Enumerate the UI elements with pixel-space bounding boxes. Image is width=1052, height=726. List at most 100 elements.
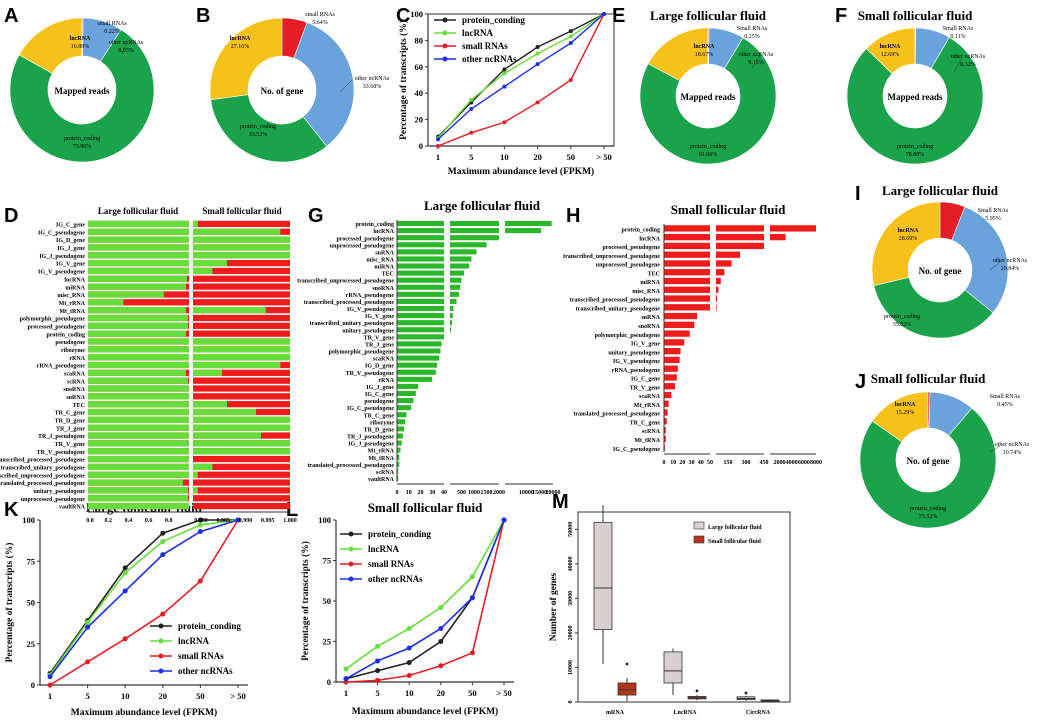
slice-percent: 78.88% <box>906 152 925 158</box>
box <box>664 652 682 683</box>
y-tick-label: 0 <box>419 141 423 151</box>
slice-percent: 28.69% <box>899 236 918 242</box>
panel-letter-i: I <box>855 183 861 205</box>
category-label: rRNA_pseudogene <box>612 368 661 374</box>
legend-marker <box>443 57 448 62</box>
bar-small-green <box>193 338 290 344</box>
category-label: transcribed_unitary_pseudogene <box>1 466 86 472</box>
x-tick-label: > 50 <box>496 688 511 698</box>
bar-large-green <box>88 448 189 454</box>
x-tick-label: 0.4 <box>125 518 133 524</box>
slice-percent: 29.84% <box>1001 266 1020 272</box>
legend-label: lncRNA <box>462 28 493 38</box>
bar <box>397 242 444 247</box>
panel-letter-d: D <box>4 205 18 227</box>
bar-large-green <box>88 346 189 352</box>
x-tick-label: 2000 <box>493 490 505 496</box>
bar <box>397 391 416 396</box>
bar-small-green <box>193 425 290 431</box>
panel-letter-a: A <box>4 5 18 27</box>
legend-marker <box>349 562 354 567</box>
y-axis-label: Percentage of transcripts (%) <box>398 20 409 140</box>
legend-marker <box>349 577 354 582</box>
x-tick-label: 1000 <box>468 490 480 496</box>
data-point <box>438 639 443 644</box>
bar-small-green <box>193 417 290 423</box>
x-tick-label: 5 <box>375 688 379 698</box>
category-label: TR_V_pseudogene <box>346 371 395 377</box>
bar-large-green <box>88 456 189 462</box>
x-tick-label: 50 <box>196 691 205 701</box>
bar-small-green <box>193 448 290 454</box>
bar <box>450 285 460 290</box>
category-label: Mt_rRNA <box>634 403 661 409</box>
data-point <box>407 660 412 665</box>
category-label: transcribed_unprocessed_pseudogene <box>0 473 85 479</box>
x-tick-label: 0.980 <box>194 518 208 524</box>
y-tick-label: 30000 <box>568 591 574 606</box>
category-label: unprocessed_pseudogene <box>330 243 395 249</box>
category-label: Mt_tRNA <box>634 438 660 444</box>
bar <box>716 287 718 293</box>
bar-small-red <box>193 291 290 297</box>
bar <box>397 221 444 226</box>
panel-letter-h: H <box>566 205 580 227</box>
bar <box>450 221 499 226</box>
slice-percent: 33.52% <box>249 132 268 138</box>
category-label: translated_processed_pseudogene <box>573 412 660 418</box>
bar <box>450 256 472 261</box>
category-label: IG_C_gene <box>631 377 660 383</box>
category-label: IG_J_pseudogene <box>39 254 85 260</box>
data-point <box>569 29 573 33</box>
slice-name: Small RNAs <box>978 208 1009 214</box>
x-tick-label: 1.000 <box>283 518 297 524</box>
bar <box>397 405 411 410</box>
bar <box>664 366 678 372</box>
category-label: miRNA <box>640 280 660 286</box>
x-tick-label: 20 <box>533 152 542 162</box>
y-tick-label: 0 <box>568 701 574 704</box>
data-point <box>602 12 606 16</box>
bar-chart-g: Large follicular fluidprotein_codinglncR… <box>297 198 560 496</box>
data-point <box>375 658 380 663</box>
bar <box>664 304 710 310</box>
bar-large-green <box>88 479 183 485</box>
data-point <box>536 100 540 104</box>
category-label: transcribed_unitary_pseudogene <box>576 306 661 312</box>
chart-title: Small follicular fluid <box>871 371 986 386</box>
x-tick-label: 0.6 <box>145 518 153 524</box>
bar <box>664 401 669 407</box>
bar-large-green <box>88 276 187 282</box>
box <box>618 683 636 695</box>
center-label: Mapped reads <box>54 86 110 96</box>
category-label: translated_processed_pseudogene <box>307 463 394 469</box>
bar <box>397 433 403 438</box>
x-tick-label: 150 <box>724 460 733 466</box>
x-tick-label: 1 <box>436 152 440 162</box>
category-label: TR_V_pseudogene <box>37 450 86 456</box>
bar-large-green <box>88 401 189 407</box>
slice-percent: 9.15% <box>748 60 764 66</box>
bar-small-green <box>193 252 290 258</box>
data-point <box>48 674 53 679</box>
slice-percent: 73.52% <box>919 514 938 520</box>
x-tick-label: 300 <box>742 460 751 466</box>
bar-large-green <box>88 354 189 360</box>
x-axis-label: Maximum abundance level (FPKM) <box>352 706 498 717</box>
data-point <box>344 676 349 681</box>
category-label: TR_V_gene <box>55 442 86 448</box>
slice-name: lncRNA <box>70 36 91 42</box>
data-point <box>569 41 573 45</box>
data-point <box>160 552 165 557</box>
legend-label: small RNAs <box>462 41 508 51</box>
data-point <box>469 98 473 102</box>
bar-small-red <box>193 385 290 391</box>
panel-letter-f: F <box>835 5 847 27</box>
bar-small-green <box>193 229 280 235</box>
y-tick-label: 40000 <box>568 556 574 571</box>
